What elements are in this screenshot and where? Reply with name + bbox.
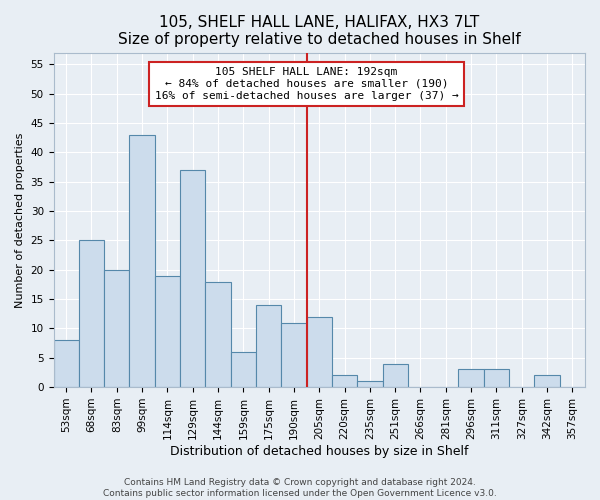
Bar bbox=[307, 316, 332, 387]
Bar bbox=[458, 370, 484, 387]
Bar bbox=[383, 364, 408, 387]
Bar bbox=[155, 276, 180, 387]
Bar bbox=[53, 340, 79, 387]
Text: 105 SHELF HALL LANE: 192sqm
← 84% of detached houses are smaller (190)
16% of se: 105 SHELF HALL LANE: 192sqm ← 84% of det… bbox=[155, 68, 458, 100]
Bar bbox=[256, 305, 281, 387]
Bar bbox=[79, 240, 104, 387]
Bar bbox=[230, 352, 256, 387]
Title: 105, SHELF HALL LANE, HALIFAX, HX3 7LT
Size of property relative to detached hou: 105, SHELF HALL LANE, HALIFAX, HX3 7LT S… bbox=[118, 15, 521, 48]
Bar bbox=[357, 381, 383, 387]
Bar bbox=[180, 170, 205, 387]
Bar bbox=[205, 282, 230, 387]
Bar bbox=[130, 135, 155, 387]
X-axis label: Distribution of detached houses by size in Shelf: Distribution of detached houses by size … bbox=[170, 444, 469, 458]
Bar bbox=[535, 376, 560, 387]
Bar bbox=[484, 370, 509, 387]
Bar bbox=[104, 270, 130, 387]
Y-axis label: Number of detached properties: Number of detached properties bbox=[15, 132, 25, 308]
Bar bbox=[332, 376, 357, 387]
Text: Contains HM Land Registry data © Crown copyright and database right 2024.
Contai: Contains HM Land Registry data © Crown c… bbox=[103, 478, 497, 498]
Bar bbox=[281, 322, 307, 387]
